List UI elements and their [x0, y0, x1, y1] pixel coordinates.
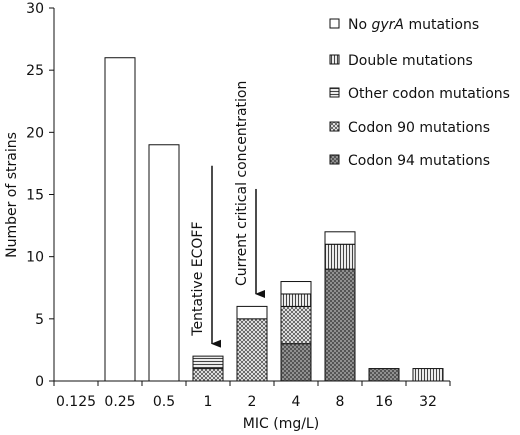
y-tick-label: 15 [26, 188, 44, 204]
x-tick-label: 8 [336, 394, 345, 410]
bar-segment-vertical-lines [412, 368, 444, 382]
x-axis-label: MIC (mg/L) [243, 416, 319, 432]
y-tick-label: 10 [26, 250, 44, 266]
legend-label-codon90: Codon 90 mutations [348, 120, 490, 136]
x-tick-label: 0.25 [104, 394, 135, 410]
annotation-label: Tentative ECOFF [190, 221, 206, 336]
bar-segment-vertical-lines [324, 243, 356, 270]
legend-item-other: Other codon mutations [329, 86, 510, 102]
annotation-label: Current critical concentration [234, 81, 250, 286]
y-tick-label: 5 [35, 312, 44, 328]
legend-swatch-other [329, 87, 340, 98]
legend-label-codon94: Codon 94 mutations [348, 153, 490, 169]
x-tick-label: 16 [375, 394, 393, 410]
y-tick-label: 20 [26, 125, 44, 141]
x-tick-label: 0.125 [56, 394, 96, 410]
bar-segment-dark-dots [280, 343, 312, 382]
bar-segment-white [104, 57, 136, 382]
x-tick-label: 4 [292, 394, 301, 410]
bar-segment-white [236, 305, 268, 320]
legend-swatch-codon90 [329, 121, 340, 132]
legend-item-codon90: Codon 90 mutations [329, 120, 490, 136]
x-tick-label: 32 [419, 394, 437, 410]
x-tick-label: 1 [204, 394, 213, 410]
bar-segment-dark-dots [324, 268, 356, 382]
bar-segment-crosshatch [192, 368, 224, 382]
legend-item-no-gyra: No gyrA mutations [329, 17, 479, 33]
legend-label-other: Other codon mutations [348, 86, 510, 102]
legend: No gyrA mutations Double mutations Other… [329, 17, 510, 169]
legend-label-double: Double mutations [348, 53, 473, 69]
legend-swatch-codon94 [329, 154, 340, 165]
plot-area: 0 5 10 15 20 25 30 0.125 0.25 0.5 1 2 4 8 16 32 Tentativ… [26, 1, 451, 410]
bar-segment-crosshatch [280, 305, 312, 345]
bar-segment-dark-dots [368, 368, 400, 382]
y-tick-label: 0 [35, 374, 44, 390]
legend-item-double: Double mutations [329, 53, 473, 69]
y-tick-label: 30 [26, 1, 44, 17]
y-axis-label: Number of strains [4, 132, 20, 258]
x-tick-label: 2 [248, 394, 257, 410]
legend-swatch-no-gyra [329, 18, 340, 29]
bar-segment-horizontal-lines [192, 355, 224, 370]
bar-segment-crosshatch [236, 318, 268, 382]
legend-swatch-double [329, 54, 340, 65]
legend-item-codon94: Codon 94 mutations [329, 153, 490, 169]
legend-label-no-gyra: No gyrA mutations [348, 17, 479, 33]
bar-segment-white [324, 231, 356, 245]
y-tick-label: 25 [26, 63, 44, 79]
bar-segment-white [148, 144, 180, 382]
x-tick-label: 0.5 [153, 394, 175, 410]
bar-segment-vertical-lines [280, 293, 312, 307]
bar-segment-white [280, 281, 312, 295]
